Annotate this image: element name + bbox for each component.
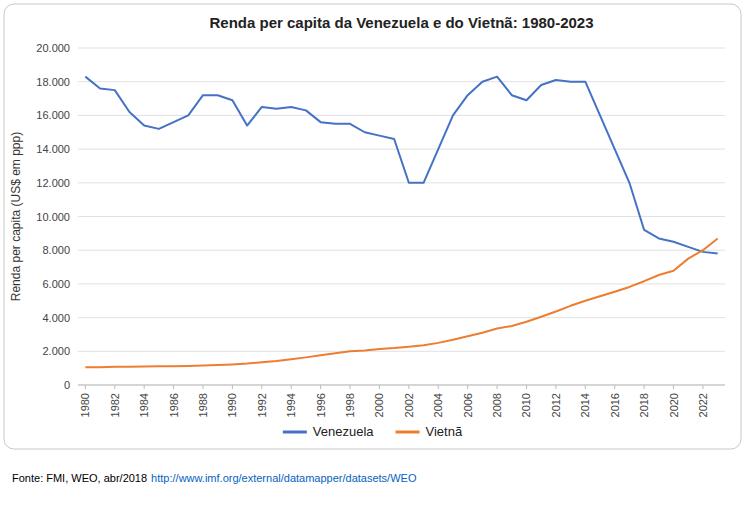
legend-swatch	[283, 431, 307, 434]
grid-line	[78, 351, 725, 352]
grid-line	[78, 250, 725, 251]
legend: Venezuela Vietnã	[283, 424, 463, 439]
x-tick-label: 2016	[609, 393, 621, 417]
chart-frame	[4, 4, 741, 449]
x-tick	[350, 385, 351, 389]
grid-line	[78, 216, 725, 217]
x-tick	[320, 385, 321, 389]
y-axis-label: Renda per capita (US$ em ppp)	[9, 132, 23, 301]
x-tick	[408, 385, 409, 389]
grid	[78, 48, 725, 385]
y-tick-label: 2.000	[42, 345, 70, 357]
x-tick-label: 1984	[138, 393, 150, 417]
x-tick	[379, 385, 380, 389]
x-tick	[497, 385, 498, 389]
x-tick	[173, 385, 174, 389]
x-tick	[555, 385, 556, 389]
x-tick	[202, 385, 203, 389]
y-tick-label: 4.000	[42, 312, 70, 324]
legend-label: Vietnã	[426, 424, 463, 439]
x-tick-label: 2006	[462, 393, 474, 417]
y-tick-label: 20.000	[36, 42, 70, 54]
grid-line	[78, 115, 725, 116]
x-tick	[291, 385, 292, 389]
x-tick-label: 2010	[520, 393, 532, 417]
x-tick	[438, 385, 439, 389]
legend-label: Venezuela	[313, 424, 374, 439]
x-axis-line	[78, 385, 725, 386]
x-tick-label: 2018	[638, 393, 650, 417]
y-tick-label: 18.000	[36, 76, 70, 88]
x-tick	[673, 385, 674, 389]
chart: Renda per capita da Venezuela e do Vietn…	[0, 0, 745, 507]
grid-line	[78, 149, 725, 150]
x-tick	[585, 385, 586, 389]
x-tick-label: 2002	[403, 393, 415, 417]
x-tick	[114, 385, 115, 389]
x-tick-label: 1998	[344, 393, 356, 417]
x-tick	[526, 385, 527, 389]
x-tick	[144, 385, 145, 389]
x-tick-label: 1990	[226, 393, 238, 417]
series-line	[85, 238, 717, 367]
y-tick-label: 12.000	[36, 177, 70, 189]
source-url: http://www.imf.org/external/datamapper/d…	[151, 472, 417, 484]
x-tick-label: 1982	[109, 393, 121, 417]
y-tick-label: 8.000	[42, 244, 70, 256]
x-tick	[261, 385, 262, 389]
x-tick-label: 2004	[432, 393, 444, 417]
title: Renda per capita da Venezuela e do Vietn…	[209, 14, 593, 31]
x-tick-label: 2008	[491, 393, 503, 417]
legend-swatch	[396, 431, 420, 434]
x-tick-label: 1980	[79, 393, 91, 417]
x-tick-label: 1996	[315, 393, 327, 417]
source-text: Fonte: FMI, WEO, abr/2018	[12, 472, 147, 484]
x-tick	[702, 385, 703, 389]
y-tick-label: 10.000	[36, 211, 70, 223]
y-tick-label: 14.000	[36, 143, 70, 155]
x-tick-label: 2014	[579, 393, 591, 417]
series-line	[85, 77, 717, 254]
grid-line	[78, 385, 725, 386]
y-tick-label: 16.000	[36, 109, 70, 121]
x-tick-label: 2000	[373, 393, 385, 417]
grid-line	[78, 283, 725, 284]
x-tick-label: 2020	[668, 393, 680, 417]
x-tick	[232, 385, 233, 389]
x-tick	[614, 385, 615, 389]
x-tick	[85, 385, 86, 389]
x-tick	[644, 385, 645, 389]
grid-line	[78, 48, 725, 49]
x-tick-label: 2012	[550, 393, 562, 417]
x-tick-label: 1988	[197, 393, 209, 417]
series-group	[85, 77, 717, 368]
x-tick	[467, 385, 468, 389]
grid-line	[78, 317, 725, 318]
x-tick-label: 2022	[697, 393, 709, 417]
grid-line	[78, 81, 725, 82]
x-tick-label: 1994	[285, 393, 297, 417]
x-tick-label: 1986	[168, 393, 180, 417]
grid-line	[78, 182, 725, 183]
y-tick-label: 0	[64, 379, 70, 391]
x-tick-label: 1992	[256, 393, 268, 417]
y-tick-label: 6.000	[42, 278, 70, 290]
